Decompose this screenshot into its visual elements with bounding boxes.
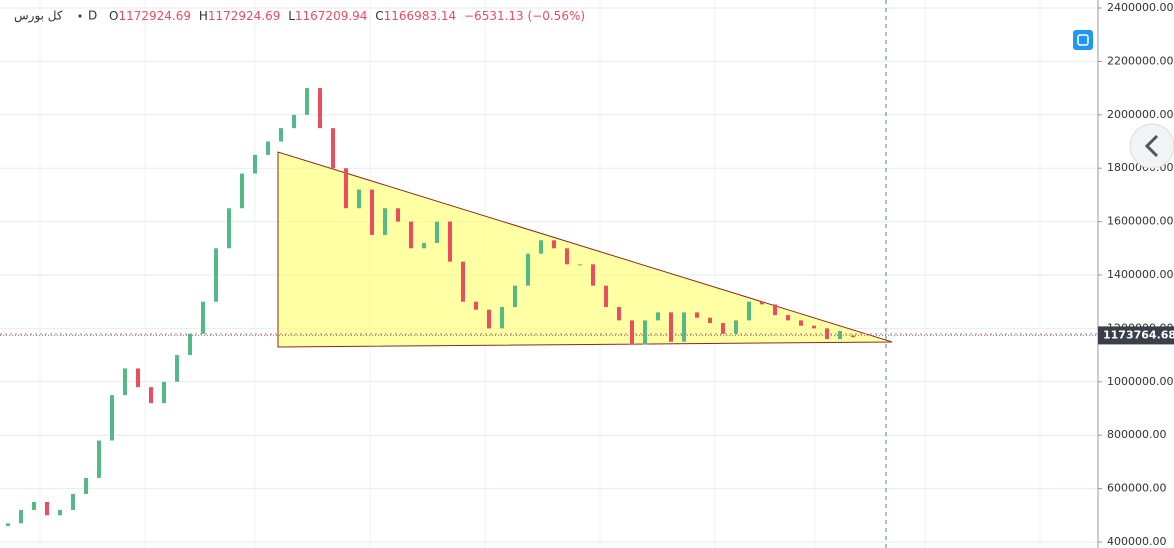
candle	[344, 168, 348, 209]
candle	[734, 320, 738, 334]
candle	[630, 320, 634, 345]
candle	[266, 141, 270, 155]
candle	[6, 523, 10, 526]
candle	[175, 355, 179, 382]
candle	[71, 493, 75, 510]
candle	[656, 312, 660, 321]
scale-button[interactable]	[1073, 30, 1093, 50]
symbol: کل بورس	[14, 9, 63, 24]
y-tick-label: 2400000.00	[1107, 1, 1173, 14]
candle	[669, 312, 673, 342]
label: O	[109, 9, 118, 23]
low-value: 1167209.94	[295, 9, 368, 23]
interval: D	[88, 9, 97, 23]
candle	[708, 317, 712, 324]
candle	[84, 477, 88, 494]
candle	[123, 368, 127, 396]
candle	[643, 320, 647, 345]
y-tick-label: 1600000.00	[1107, 215, 1173, 228]
candle	[149, 387, 153, 404]
separator	[78, 14, 82, 18]
y-tick-label: 2200000.00	[1107, 54, 1173, 67]
candle	[799, 320, 803, 326]
high-value: 1172924.69	[208, 9, 281, 23]
candle	[45, 501, 49, 516]
candle	[292, 114, 296, 129]
ohlc-legend: O1172924.69 H1172924.69 L1167209.94 C116…	[109, 9, 585, 23]
candle	[240, 173, 244, 209]
candle	[318, 88, 322, 129]
last-price-label: 1173764.68	[1103, 328, 1174, 341]
candle	[110, 395, 114, 441]
candle	[331, 128, 335, 169]
candle	[552, 240, 556, 249]
price-axis	[1098, 0, 1174, 548]
candle	[305, 88, 309, 115]
candle	[825, 328, 829, 340]
candle	[500, 307, 504, 329]
candle	[136, 368, 140, 388]
candle	[617, 307, 621, 321]
y-tick-label: 1400000.00	[1107, 268, 1173, 281]
candle	[695, 312, 699, 318]
candle	[487, 309, 491, 329]
candle	[383, 208, 387, 235]
candle	[409, 221, 413, 249]
candle	[227, 208, 231, 249]
candle	[565, 248, 569, 265]
candle	[396, 208, 400, 222]
candle	[201, 301, 205, 334]
candle	[773, 304, 777, 316]
open-value: 1172924.69	[118, 9, 191, 23]
candle	[32, 501, 36, 510]
chevron-icon	[1144, 134, 1159, 158]
y-tick-label: 600000.00	[1107, 482, 1167, 495]
candle	[435, 221, 439, 243]
candle	[214, 248, 218, 302]
candle	[448, 221, 452, 262]
candle	[851, 335, 855, 338]
candle	[578, 264, 582, 266]
candle	[188, 333, 192, 356]
candle	[747, 301, 751, 321]
label: H	[199, 9, 208, 23]
y-tick-label: 400000.00	[1107, 535, 1167, 548]
candle	[721, 323, 725, 334]
candle	[812, 325, 816, 329]
close-value: 1166983.14	[384, 9, 457, 23]
candle	[370, 189, 374, 235]
candle	[786, 315, 790, 321]
candle	[682, 312, 686, 342]
candle	[474, 301, 478, 310]
candle	[604, 285, 608, 308]
candle	[279, 128, 283, 142]
candle	[526, 253, 530, 286]
y-tick-label: 1000000.00	[1107, 375, 1173, 388]
candle	[58, 509, 62, 516]
label: L	[288, 9, 295, 23]
scale-icon	[1077, 34, 1089, 46]
y-tick-label: 800000.00	[1107, 428, 1167, 441]
legend: کل بورس D O1172924.69 H1172924.69 L11672…	[14, 9, 585, 24]
candle	[461, 261, 465, 302]
last-price-box	[1098, 326, 1174, 345]
candle	[760, 301, 764, 305]
y-tick-label: 2000000.00	[1107, 108, 1173, 121]
candle	[513, 285, 517, 308]
collapse-button[interactable]	[1129, 123, 1174, 169]
candle	[539, 240, 543, 254]
candle	[19, 509, 23, 524]
candle	[591, 264, 595, 286]
label: C	[375, 9, 383, 23]
triangle-drawing	[277, 151, 893, 348]
candle	[162, 381, 166, 404]
change: −6531.13 (−0.56%)	[464, 9, 585, 23]
candle	[97, 440, 101, 478]
candle	[422, 242, 426, 249]
candle	[357, 189, 361, 209]
candle	[253, 154, 257, 174]
